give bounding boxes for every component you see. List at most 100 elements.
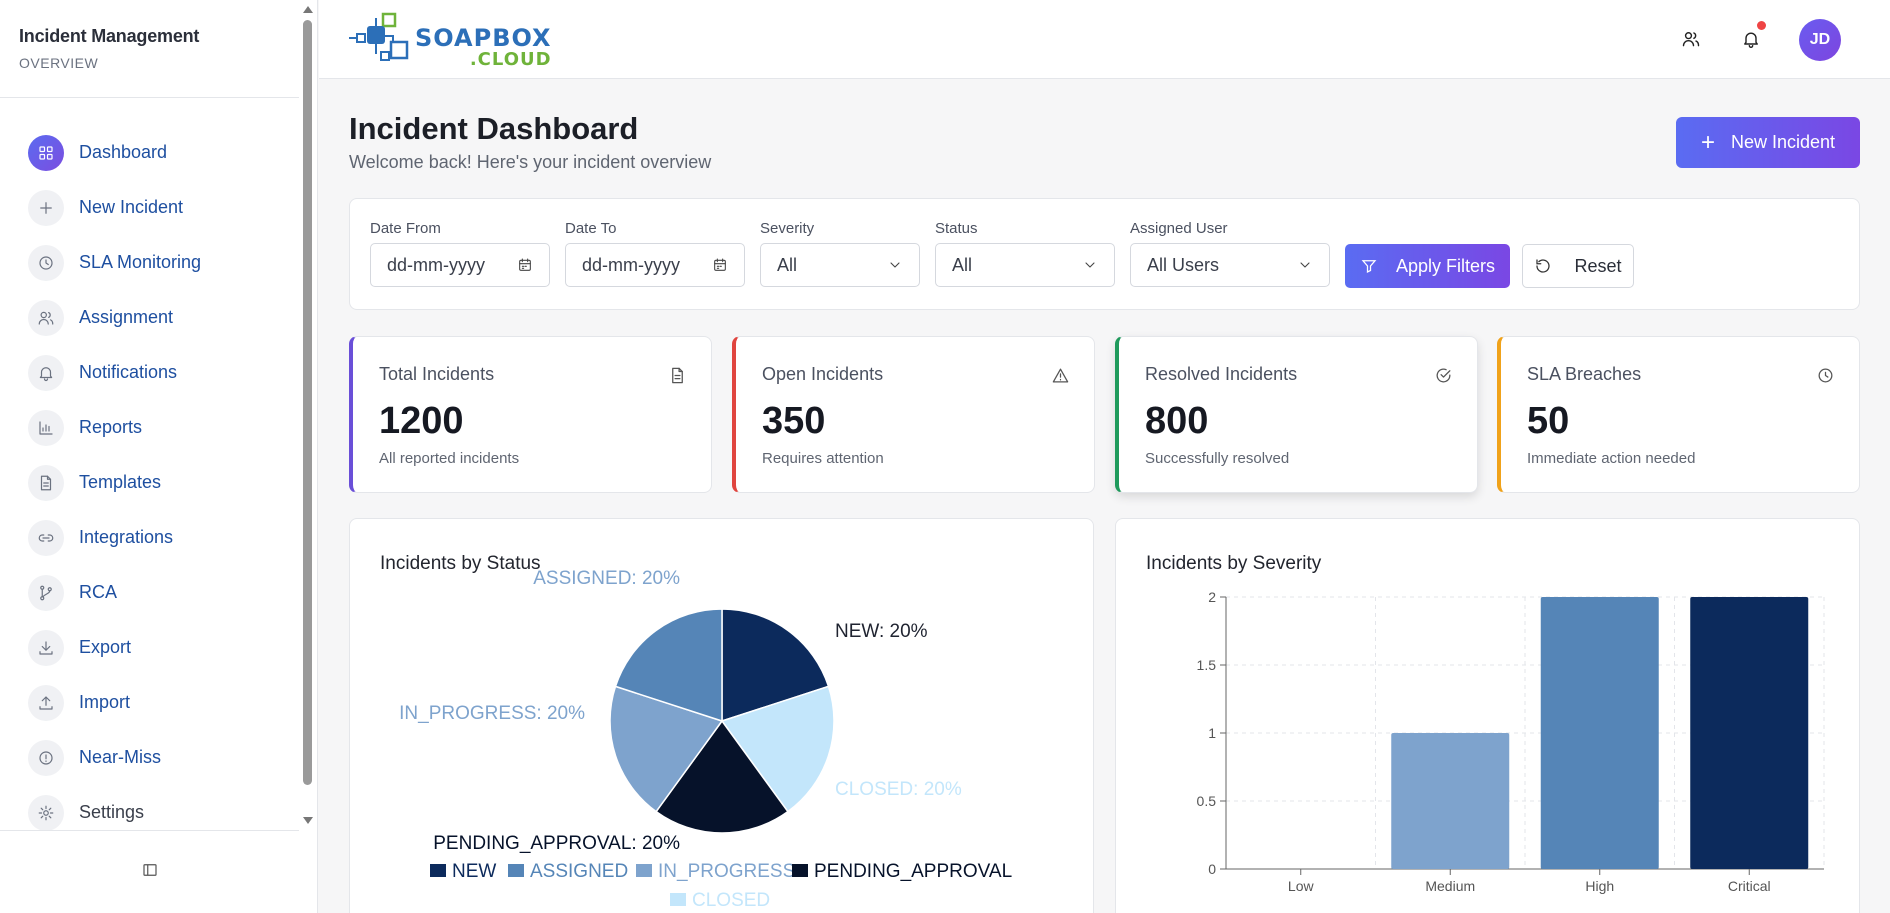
scroll-down-arrow-icon[interactable] <box>303 817 313 824</box>
stat-card-desc: Successfully resolved <box>1145 450 1290 467</box>
sidebar-item-label: Templates <box>79 472 162 492</box>
git-branch-icon <box>28 574 64 611</box>
severity-select[interactable]: All <box>760 243 920 287</box>
sidebar-item-templates[interactable]: Templates <box>28 455 293 510</box>
scroll-thumb[interactable] <box>303 20 312 785</box>
sidebar-item-notifications[interactable]: Notifications <box>28 345 293 400</box>
pie-label: PENDING_APPROVAL: 20% <box>433 833 680 854</box>
reset-button[interactable]: Reset <box>1522 244 1634 288</box>
sidebar-item-assignment[interactable]: Assignment <box>28 290 293 345</box>
clock-icon <box>1816 366 1835 390</box>
sidebar-item-label: Export <box>79 637 132 657</box>
severity-chart-panel: Incidents by Severity 0 0.5 1 1.5 2 Low Medium… <box>1115 518 1860 913</box>
bar-high[interactable] <box>1540 597 1659 869</box>
status-chart-panel: Incidents by Status NEW: 20% ASSIGNED: 20… <box>349 518 1094 913</box>
stat-card-total[interactable]: Total Incidents 1200 All reported incide… <box>349 336 712 493</box>
apply-filters-button[interactable]: Apply Filters <box>1345 244 1510 288</box>
pie-slice-new[interactable] <box>721 608 830 723</box>
sidebar-item-export[interactable]: Export <box>28 620 293 675</box>
logo-text: SOAPBOX <box>415 24 552 52</box>
x-tick-label: Low <box>1288 878 1315 894</box>
assigned-user-select[interactable]: All Users <box>1130 243 1330 287</box>
sidebar-item-import[interactable]: Import <box>28 675 293 730</box>
sidebar-scrollbar[interactable] <box>300 0 314 830</box>
pie-slice-assigned[interactable] <box>614 608 723 723</box>
stat-cards: Total Incidents 1200 All reported incide… <box>349 336 1860 493</box>
status-group: Status All <box>935 220 1115 287</box>
pie-slice-in-progress[interactable] <box>609 685 724 813</box>
stat-card-desc: Requires attention <box>762 450 884 467</box>
legend-label[interactable]: CLOSED <box>692 890 770 911</box>
warning-triangle-icon <box>1051 366 1070 390</box>
sidebar-item-rca[interactable]: RCA <box>28 565 293 620</box>
file-icon <box>28 464 64 501</box>
date-to-input[interactable]: dd-mm-yyyy <box>565 243 745 287</box>
avatar[interactable]: JD <box>1799 19 1841 61</box>
date-from-input[interactable]: dd-mm-yyyy <box>370 243 550 287</box>
topbar: SOAPBOX .CLOUD JD <box>319 0 1890 79</box>
severity-bar-chart: 0 0.5 1 1.5 2 Low Medium High Critical <box>1197 589 1825 894</box>
notification-bell-icon[interactable] <box>1738 21 1766 52</box>
sidebar-item-new-incident[interactable]: New Incident <box>28 180 293 235</box>
x-tick-label: Medium <box>1425 878 1475 894</box>
apply-filters-label: Apply Filters <box>1395 255 1496 276</box>
grid-icon <box>28 134 64 171</box>
legend-label[interactable]: PENDING_APPROVAL <box>814 861 1012 882</box>
calendar-icon[interactable] <box>517 257 533 273</box>
logo[interactable]: SOAPBOX .CLOUD <box>347 12 552 69</box>
sidebar-item-label: Settings <box>79 802 145 822</box>
calendar-icon[interactable] <box>712 257 728 273</box>
bar-critical[interactable] <box>1690 597 1809 869</box>
severity-label: Severity <box>760 220 815 237</box>
stat-card-open[interactable]: Open Incidents 350 Requires attention <box>732 336 1095 493</box>
sidebar-item-settings[interactable]: Settings <box>28 785 293 840</box>
status-value: All <box>952 254 973 275</box>
sidebar-item-reports[interactable]: Reports <box>28 400 293 455</box>
stat-card-value: 50 <box>1527 400 1570 442</box>
chevron-down-icon <box>890 262 900 268</box>
notification-dot <box>1757 21 1766 30</box>
pie-slice-closed[interactable] <box>720 685 835 813</box>
legend-swatch <box>792 864 808 877</box>
sidebar-item-label: Dashboard <box>79 142 168 162</box>
stat-card-value: 800 <box>1145 400 1209 442</box>
document-icon <box>668 366 687 390</box>
chart-title: Incidents by Severity <box>1146 553 1322 574</box>
legend-swatch <box>430 864 446 877</box>
sidebar-item-near-miss[interactable]: Near-Miss <box>28 730 293 785</box>
stat-card-label: Total Incidents <box>379 364 495 384</box>
stat-card-resolved[interactable]: Resolved Incidents 800 Successfully reso… <box>1115 336 1478 493</box>
team-icon[interactable] <box>1678 26 1704 52</box>
legend-label[interactable]: IN_PROGRESS <box>658 861 795 882</box>
page-title: Incident Dashboard <box>349 111 639 146</box>
upload-icon <box>28 684 64 721</box>
pie-label: NEW: 20% <box>835 621 928 642</box>
legend-swatch <box>670 893 686 906</box>
stat-card-sla[interactable]: SLA Breaches 50 Immediate action needed <box>1497 336 1860 493</box>
legend-label[interactable]: NEW <box>452 861 496 882</box>
logo-subtext: .CLOUD <box>469 49 552 70</box>
sidebar-nav: Dashboard New Incident SLA Monitoring As… <box>28 125 293 840</box>
y-tick-label: 2 <box>1208 589 1216 605</box>
clock-icon <box>28 244 64 281</box>
pie-slice-pending-approval[interactable] <box>655 719 789 834</box>
sidebar-item-integrations[interactable]: Integrations <box>28 510 293 565</box>
sidebar-item-sla-monitoring[interactable]: SLA Monitoring <box>28 235 293 290</box>
status-select[interactable]: All <box>935 243 1115 287</box>
y-tick-label: 1.5 <box>1197 657 1217 673</box>
sidebar: Incident Management OVERVIEW Dashboard N… <box>0 0 318 913</box>
sidebar-header: Incident Management OVERVIEW <box>0 0 299 98</box>
sidebar-item-label: Integrations <box>79 527 174 547</box>
bar-medium[interactable] <box>1391 733 1510 869</box>
legend-swatch <box>636 864 652 877</box>
scroll-up-arrow-icon[interactable] <box>303 6 313 13</box>
users-icon <box>28 299 64 336</box>
new-incident-button[interactable]: + New Incident <box>1676 117 1860 168</box>
pie-label: ASSIGNED: 20% <box>533 568 680 589</box>
pie-label: CLOSED: 20% <box>835 779 962 800</box>
y-tick-label: 0 <box>1208 861 1216 877</box>
sidebar-item-dashboard[interactable]: Dashboard <box>28 125 293 180</box>
chart-title: Incidents by Status <box>380 553 541 574</box>
legend-label[interactable]: ASSIGNED <box>530 861 628 882</box>
sidebar-toggle-icon[interactable] <box>141 861 159 884</box>
